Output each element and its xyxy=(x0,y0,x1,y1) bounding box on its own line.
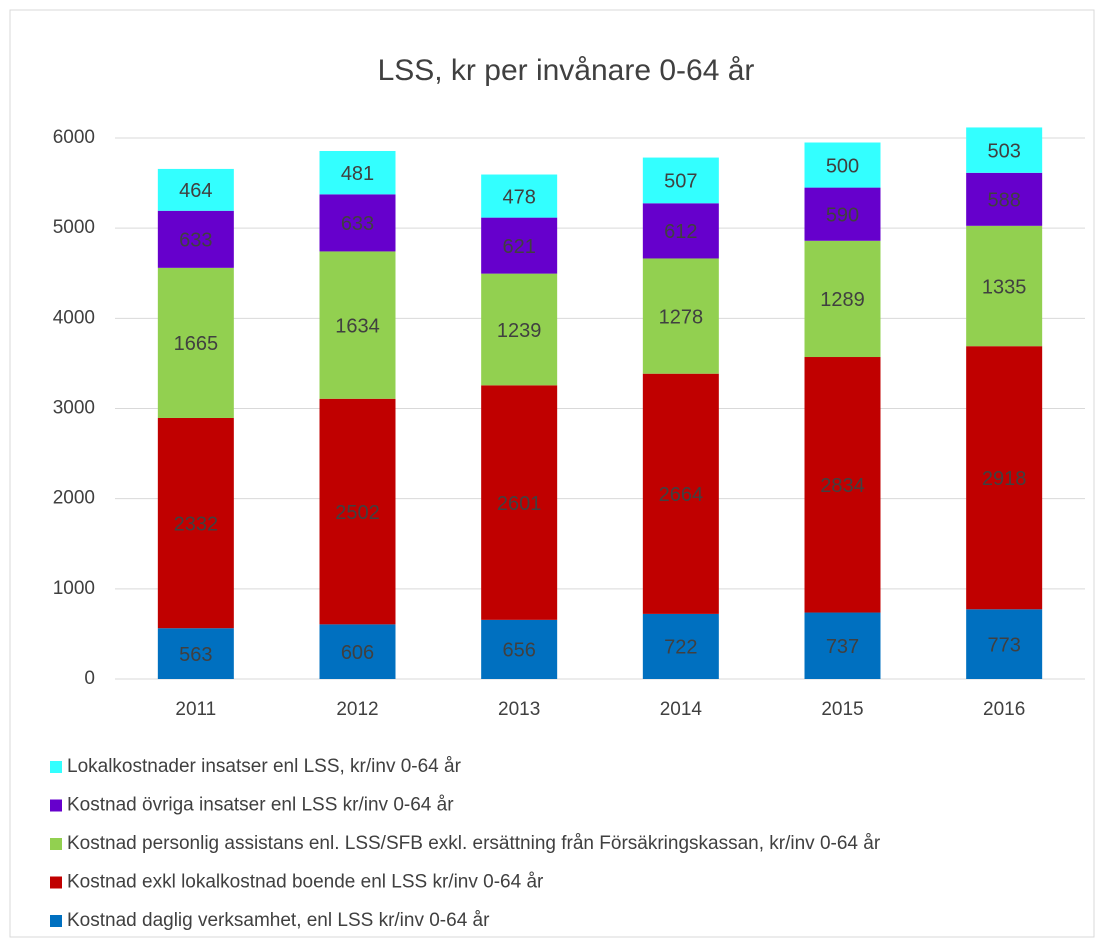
legend-label: Kostnad personlig assistans enl. LSS/SFB… xyxy=(67,833,881,854)
legend-swatch xyxy=(50,915,62,927)
data-label: 563 xyxy=(179,644,212,666)
bar-segment xyxy=(966,172,1043,226)
bar-segment xyxy=(642,157,719,204)
data-label: 500 xyxy=(826,155,859,177)
bar-segment xyxy=(804,612,881,679)
bar-segment xyxy=(804,142,881,188)
x-tick-label: 2011 xyxy=(175,699,216,720)
data-label: 633 xyxy=(341,213,374,235)
y-tick-label: 5000 xyxy=(53,217,95,238)
data-label: 2918 xyxy=(982,468,1027,490)
y-tick-label: 3000 xyxy=(53,398,95,419)
data-label: 2502 xyxy=(335,502,380,524)
legend-label: Kostnad exkl lokalkostnad boende enl LSS… xyxy=(67,872,544,893)
x-tick-label: 2016 xyxy=(983,699,1025,720)
bar-segment xyxy=(804,187,881,241)
y-tick-label: 4000 xyxy=(53,307,95,328)
bar-segment xyxy=(642,203,719,259)
legend-label: Kostnad daglig verksamhet, enl LSS kr/in… xyxy=(67,910,490,931)
y-tick-label: 6000 xyxy=(53,127,95,148)
bar-segment xyxy=(804,240,881,358)
bar-segment xyxy=(642,613,719,679)
data-label: 606 xyxy=(341,642,374,664)
data-label: 1634 xyxy=(335,315,380,337)
data-label: 1289 xyxy=(820,289,865,311)
bar-segment xyxy=(157,417,234,629)
data-label: 2601 xyxy=(497,493,542,515)
data-label: 656 xyxy=(502,640,535,662)
bar-segment xyxy=(966,127,1043,173)
data-label: 1239 xyxy=(497,320,542,342)
bar-segment xyxy=(157,267,234,418)
x-tick-label: 2015 xyxy=(821,699,863,720)
bar-segment xyxy=(319,624,396,679)
data-label: 1278 xyxy=(659,306,704,328)
legend-label: Kostnad övriga insatser enl LSS kr/inv 0… xyxy=(67,795,454,816)
bar-segment xyxy=(481,385,558,620)
bar-segment xyxy=(481,273,558,386)
y-tick-label: 1000 xyxy=(53,578,95,599)
x-tick-label: 2014 xyxy=(660,699,703,720)
data-label: 737 xyxy=(826,636,859,658)
bar-segment xyxy=(157,628,234,679)
bar-segment xyxy=(481,217,558,274)
legend-swatch xyxy=(50,876,62,889)
data-label: 773 xyxy=(987,634,1020,656)
data-label: 612 xyxy=(664,221,697,243)
bar-segment xyxy=(319,194,396,252)
chart-title: LSS, kr per invånare 0-64 år xyxy=(378,54,755,87)
data-label: 621 xyxy=(502,236,535,258)
data-label: 633 xyxy=(179,230,212,252)
data-label: 503 xyxy=(987,140,1020,162)
data-label: 478 xyxy=(502,186,535,208)
y-tick-label: 2000 xyxy=(53,488,95,509)
x-tick-label: 2012 xyxy=(336,699,378,720)
bar-segment xyxy=(642,258,719,374)
bar-segment xyxy=(481,619,558,679)
data-label: 2664 xyxy=(659,484,704,506)
legend-label: Lokalkostnader insatser enl LSS, kr/inv … xyxy=(67,756,462,777)
legend-swatch xyxy=(50,799,62,812)
bar-segment xyxy=(157,210,234,268)
data-label: 2834 xyxy=(820,475,865,497)
data-label: 2332 xyxy=(174,513,219,535)
bar-segment xyxy=(481,174,558,218)
x-tick-label: 2013 xyxy=(498,699,540,720)
bar-segment xyxy=(804,357,881,613)
data-label: 464 xyxy=(179,180,212,202)
data-label: 481 xyxy=(341,163,374,185)
data-label: 507 xyxy=(664,171,697,193)
data-label: 722 xyxy=(664,637,697,659)
bar-segment xyxy=(319,398,396,625)
data-label: 588 xyxy=(987,190,1020,212)
bar-segment xyxy=(966,225,1043,347)
data-label: 590 xyxy=(826,204,859,226)
bar-segment xyxy=(319,251,396,399)
bar-segment xyxy=(319,150,396,195)
y-tick-label: 0 xyxy=(84,668,95,689)
data-label: 1335 xyxy=(982,276,1027,298)
data-label: 1665 xyxy=(174,333,219,355)
legend-swatch xyxy=(50,838,62,850)
bar-segment xyxy=(157,168,234,211)
bar-segment xyxy=(966,346,1043,610)
bar-segment xyxy=(642,373,719,614)
legend-swatch xyxy=(50,761,62,773)
bar-segment xyxy=(966,609,1043,679)
